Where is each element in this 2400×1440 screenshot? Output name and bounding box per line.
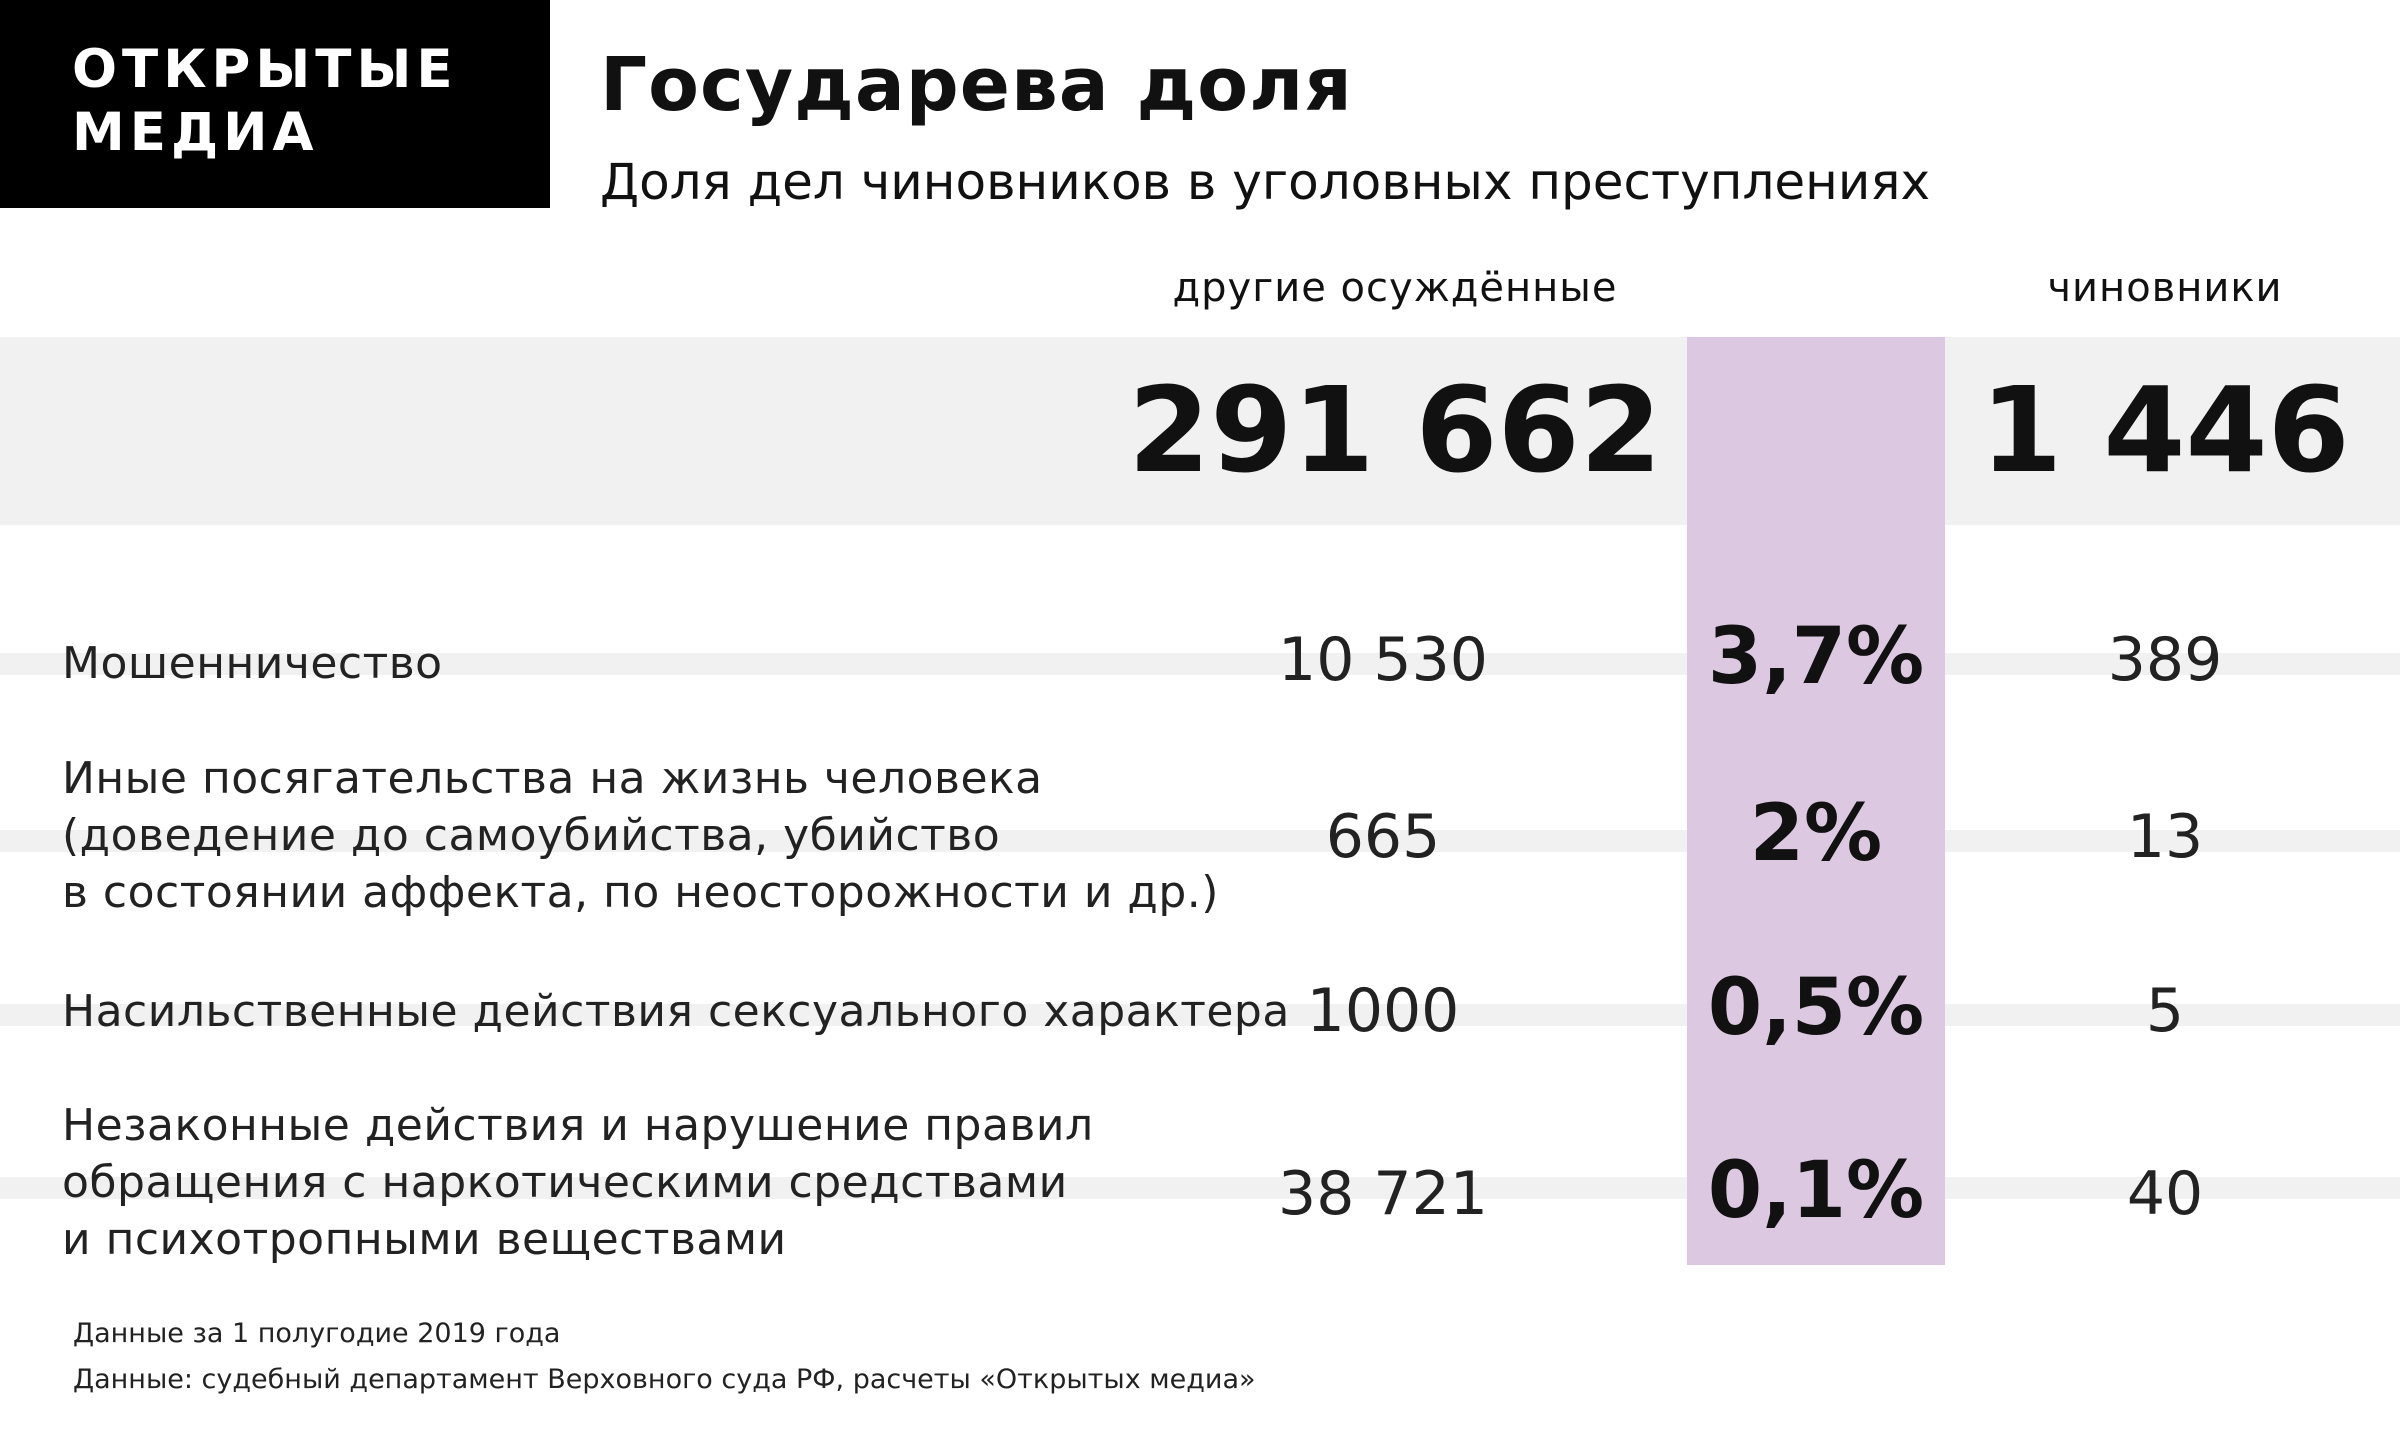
brand-line-2: МЕДИА <box>72 102 319 163</box>
row-3-other-value: 1000 <box>1306 976 1460 1046</box>
column-header-other: другие осуждённые <box>1172 265 1618 311</box>
chart-subtitle: Доля дел чиновников в уголовных преступл… <box>600 153 1931 211</box>
chart-title: Государева доля <box>600 42 1353 128</box>
row-2-share: 2% <box>1749 789 1883 879</box>
share-column-highlight <box>1687 337 1945 1265</box>
row-4-label-line: и психотропными веществами <box>62 1214 787 1265</box>
row-2-officials-value: 13 <box>2126 802 2204 872</box>
row-2-label: Иные посягательства на жизнь человека (д… <box>62 750 1219 921</box>
total-officials: 1 446 <box>1980 361 2350 499</box>
row-4-label-line: обращения с наркотическими средствами <box>62 1157 1068 1208</box>
row-2-label-line: (доведение до самоубийства, убийство <box>62 810 1001 861</box>
row-1-officials-value: 389 <box>2107 625 2223 695</box>
row-1-share: 3,7% <box>1707 612 1925 702</box>
row-1-other-value: 10 530 <box>1278 625 1488 695</box>
footnote-period: Данные за 1 полугодие 2019 года <box>73 1318 561 1349</box>
row-4-label-line: Незаконные действия и нарушение правил <box>62 1100 1094 1151</box>
row-3-label-line: Насильственные действия сексуального хар… <box>62 986 1290 1037</box>
row-4-share: 0,1% <box>1707 1146 1925 1236</box>
footnote-source: Данные: судебный департамент Верховного … <box>73 1364 1256 1395</box>
total-other-convicted: 291 662 <box>1128 361 1662 499</box>
row-1-label-line: Мошенничество <box>62 638 443 689</box>
row-4-officials-value: 40 <box>2126 1159 2204 1229</box>
column-header-officials: чиновники <box>2047 265 2283 311</box>
row-2-label-line: Иные посягательства на жизнь человека <box>62 753 1043 804</box>
row-4-other-value: 38 721 <box>1278 1159 1488 1229</box>
row-1-label: Мошенничество <box>62 635 443 692</box>
row-2-label-line: в состоянии аффекта, по неосторожности и… <box>62 867 1219 918</box>
row-3-officials-value: 5 <box>2145 976 2185 1046</box>
totals-band <box>0 337 2400 525</box>
row-3-label: Насильственные действия сексуального хар… <box>62 983 1290 1040</box>
row-2-other-value: 665 <box>1325 802 1441 872</box>
brand-line-1: ОТКРЫТЫЕ <box>72 39 458 100</box>
row-4-label: Незаконные действия и нарушение правил о… <box>62 1097 1094 1268</box>
brand-logo: ОТКРЫТЫЕ МЕДИА <box>0 0 550 208</box>
row-3-share: 0,5% <box>1707 963 1925 1053</box>
